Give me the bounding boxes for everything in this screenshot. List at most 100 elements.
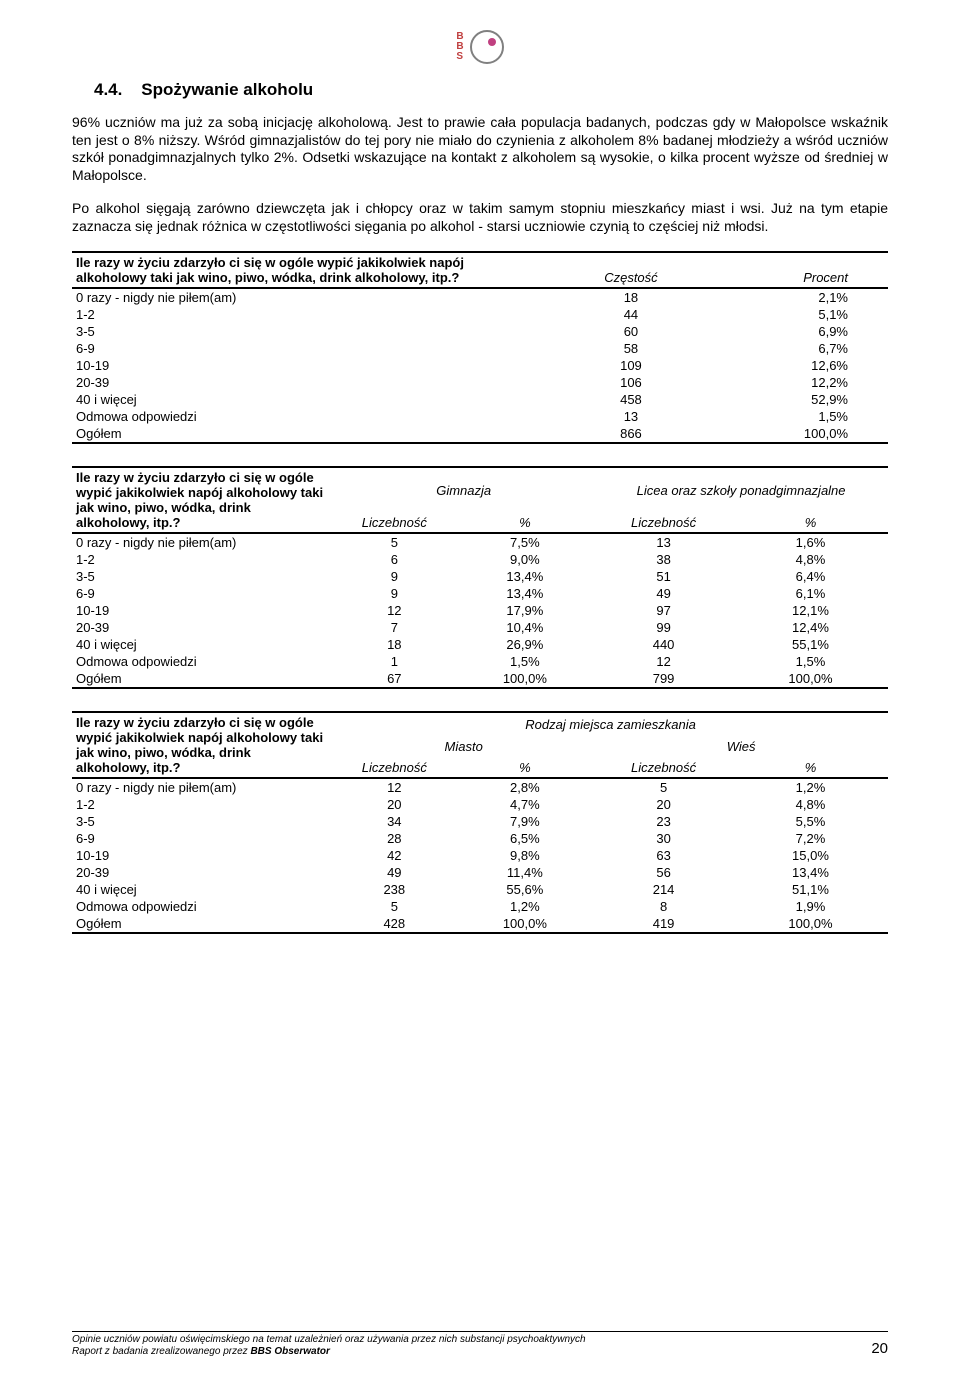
- cell-count: 5: [333, 898, 455, 915]
- cell-count: 56: [594, 864, 733, 881]
- row-label: Odmowa odpowiedzi: [72, 653, 333, 670]
- cell-percent: 13,4%: [456, 585, 595, 602]
- cell-count: 1: [333, 653, 455, 670]
- cell-percent: 6,1%: [733, 585, 888, 602]
- cell-count: 109: [545, 357, 716, 374]
- table-row: 6-9586,7%: [72, 340, 888, 357]
- table-question: Ile razy w życiu zdarzyło ci się w ogóle…: [72, 252, 545, 288]
- cell-percent: 13,4%: [456, 568, 595, 585]
- cell-percent: 1,2%: [456, 898, 595, 915]
- row-label: 1-2: [72, 551, 333, 568]
- cell-percent: 10,4%: [456, 619, 595, 636]
- cell-percent: 12,2%: [717, 374, 888, 391]
- table-row: 40 i więcej23855,6%21451,1%: [72, 881, 888, 898]
- table-row: Odmowa odpowiedzi11,5%121,5%: [72, 653, 888, 670]
- cell-count: 49: [594, 585, 733, 602]
- table-row: 0 razy - nigdy nie piłem(am)57,5%131,6%: [72, 533, 888, 551]
- table-row: 3-5606,9%: [72, 323, 888, 340]
- header-logo: B B S: [72, 30, 888, 64]
- cell-percent: 6,9%: [717, 323, 888, 340]
- cell-percent: 6,7%: [717, 340, 888, 357]
- group-header: Licea oraz szkoły ponadgimnazjalne: [594, 467, 888, 500]
- table-frequency-total: Ile razy w życiu zdarzyło ci się w ogóle…: [72, 251, 888, 444]
- table-row: Ogółem428100,0%419100,0%: [72, 915, 888, 933]
- cell-percent: 100,0%: [717, 425, 888, 443]
- table-row: 0 razy - nigdy nie piłem(am)122,8%51,2%: [72, 778, 888, 796]
- cell-count: 28: [333, 830, 455, 847]
- cell-count: 440: [594, 636, 733, 653]
- cell-percent: 12,1%: [733, 602, 888, 619]
- row-label: 6-9: [72, 340, 545, 357]
- footer-line1: Opinie uczniów powiatu oświęcimskiego na…: [72, 1334, 586, 1346]
- row-label: Ogółem: [72, 915, 333, 933]
- cell-percent: 2,1%: [717, 288, 888, 306]
- cell-percent: 4,7%: [456, 796, 595, 813]
- cell-percent: 51,1%: [733, 881, 888, 898]
- cell-count: 5: [594, 778, 733, 796]
- group-header: Gimnazja: [333, 467, 594, 500]
- sub-header: %: [456, 756, 595, 778]
- cell-count: 419: [594, 915, 733, 933]
- table-row: 3-5347,9%235,5%: [72, 813, 888, 830]
- cell-count: 214: [594, 881, 733, 898]
- cell-count: 12: [333, 778, 455, 796]
- cell-percent: 15,0%: [733, 847, 888, 864]
- cell-percent: 7,2%: [733, 830, 888, 847]
- cell-count: 866: [545, 425, 716, 443]
- table-question: Ile razy w życiu zdarzyło ci się w ogóle…: [72, 467, 333, 533]
- cell-percent: 4,8%: [733, 796, 888, 813]
- table-row: Ogółem67100,0%799100,0%: [72, 670, 888, 688]
- table-frequency-residence: Ile razy w życiu zdarzyło ci się w ogóle…: [72, 711, 888, 934]
- logo-dot-icon: [488, 38, 496, 46]
- cell-percent: 55,6%: [456, 881, 595, 898]
- cell-count: 34: [333, 813, 455, 830]
- cell-count: 30: [594, 830, 733, 847]
- row-label: 6-9: [72, 585, 333, 602]
- cell-percent: 1,5%: [717, 408, 888, 425]
- page-footer: Opinie uczniów powiatu oświęcimskiego na…: [72, 1331, 888, 1358]
- cell-count: 428: [333, 915, 455, 933]
- cell-count: 20: [594, 796, 733, 813]
- row-label: 20-39: [72, 374, 545, 391]
- row-label: 40 i więcej: [72, 636, 333, 653]
- table-row: 40 i więcej1826,9%44055,1%: [72, 636, 888, 653]
- table-row: 0 razy - nigdy nie piłem(am)182,1%: [72, 288, 888, 306]
- cell-percent: 1,5%: [733, 653, 888, 670]
- cell-count: 97: [594, 602, 733, 619]
- table-row: 6-9913,4%496,1%: [72, 585, 888, 602]
- col-header: Częstość: [545, 252, 716, 288]
- sub-header: Liczebność: [333, 756, 455, 778]
- logo-letters: B B S: [456, 32, 463, 62]
- cell-count: 7: [333, 619, 455, 636]
- cell-percent: 13,4%: [733, 864, 888, 881]
- cell-percent: 1,2%: [733, 778, 888, 796]
- group-header: Wieś: [594, 734, 888, 755]
- table-row: 10-19429,8%6315,0%: [72, 847, 888, 864]
- row-label: Ogółem: [72, 670, 333, 688]
- row-label: 3-5: [72, 568, 333, 585]
- cell-percent: 100,0%: [456, 670, 595, 688]
- row-label: 3-5: [72, 813, 333, 830]
- cell-count: 9: [333, 568, 455, 585]
- table-row: 1-2445,1%: [72, 306, 888, 323]
- cell-count: 8: [594, 898, 733, 915]
- sub-header: Liczebność: [594, 500, 733, 533]
- cell-count: 23: [594, 813, 733, 830]
- cell-count: 12: [333, 602, 455, 619]
- cell-percent: 9,0%: [456, 551, 595, 568]
- section-number: 4.4.: [94, 80, 122, 99]
- row-label: 3-5: [72, 323, 545, 340]
- cell-percent: 2,8%: [456, 778, 595, 796]
- cell-count: 18: [333, 636, 455, 653]
- table-row: Odmowa odpowiedzi51,2%81,9%: [72, 898, 888, 915]
- row-label: 0 razy - nigdy nie piłem(am): [72, 288, 545, 306]
- cell-percent: 9,8%: [456, 847, 595, 864]
- cell-percent: 52,9%: [717, 391, 888, 408]
- row-label: 10-19: [72, 602, 333, 619]
- cell-percent: 5,1%: [717, 306, 888, 323]
- cell-count: 9: [333, 585, 455, 602]
- row-label: Odmowa odpowiedzi: [72, 898, 333, 915]
- cell-count: 63: [594, 847, 733, 864]
- table-row: 40 i więcej45852,9%: [72, 391, 888, 408]
- cell-count: 13: [594, 533, 733, 551]
